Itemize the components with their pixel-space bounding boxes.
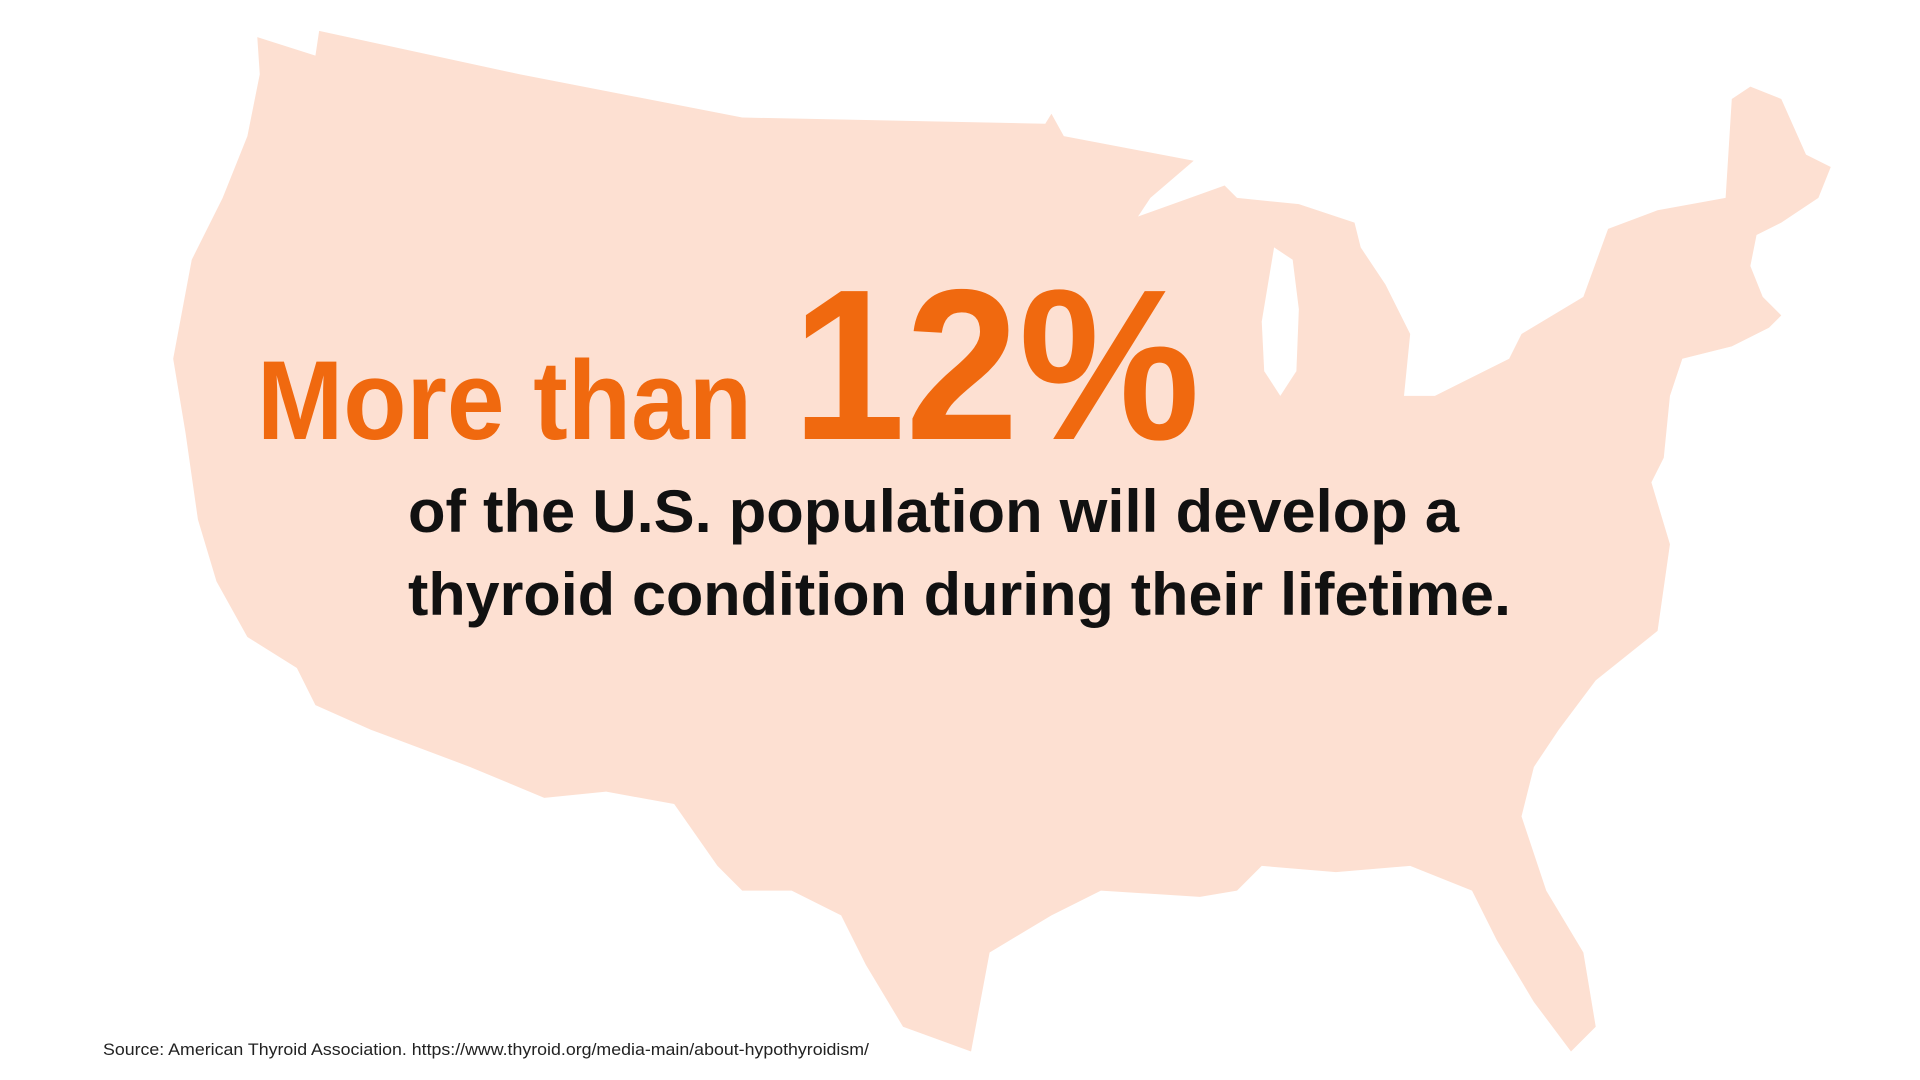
body-line: thyroid condition during their lifetime. <box>408 561 1511 628</box>
us-map <box>173 30 1831 1052</box>
body-line: of the U.S. population will develop a <box>408 478 1460 545</box>
source-note: Source: American Thyroid Association. ht… <box>103 1040 869 1059</box>
us-map-silhouette <box>173 30 1831 1052</box>
headline-lead: More than <box>257 338 752 463</box>
lake-michigan <box>1261 247 1299 396</box>
headline-stat: 12% <box>792 244 1200 485</box>
